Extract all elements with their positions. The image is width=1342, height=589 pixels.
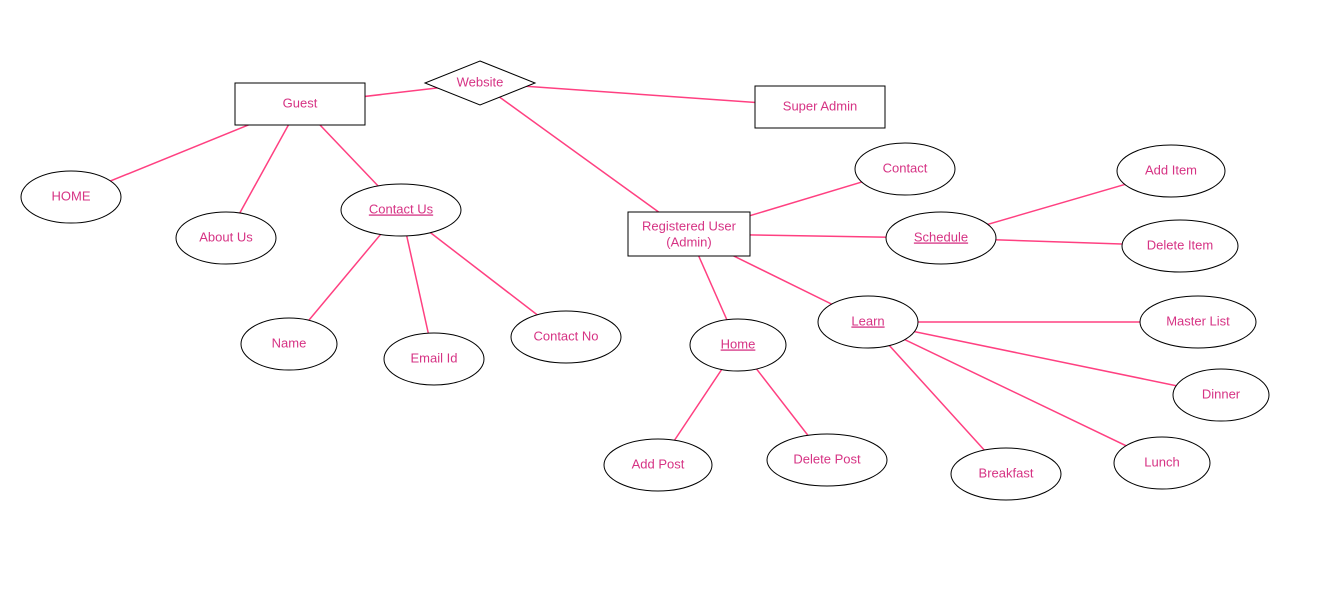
node-addpost-label: Add Post bbox=[632, 456, 685, 471]
node-contactno: Contact No bbox=[511, 311, 621, 363]
edges-layer bbox=[71, 83, 1221, 474]
node-contact: Contact bbox=[855, 143, 955, 195]
node-home2: Home bbox=[690, 319, 786, 371]
node-lunch-label: Lunch bbox=[1144, 454, 1179, 469]
node-home2-label: Home bbox=[721, 336, 756, 351]
node-guest-label: Guest bbox=[283, 95, 318, 110]
node-learn-label: Learn bbox=[851, 313, 884, 328]
node-learn: Learn bbox=[818, 296, 918, 348]
node-emailid-label: Email Id bbox=[411, 350, 458, 365]
node-lunch: Lunch bbox=[1114, 437, 1210, 489]
node-deleteitem-label: Delete Item bbox=[1147, 237, 1213, 252]
node-name: Name bbox=[241, 318, 337, 370]
node-addpost: Add Post bbox=[604, 439, 712, 491]
node-breakfast-label: Breakfast bbox=[979, 465, 1034, 480]
node-reguser-label: Registered User bbox=[642, 218, 737, 233]
node-guest: Guest bbox=[235, 83, 365, 125]
node-emailid: Email Id bbox=[384, 333, 484, 385]
node-contactus: Contact Us bbox=[341, 184, 461, 236]
node-website-label: Website bbox=[457, 74, 504, 89]
node-name-label: Name bbox=[272, 335, 307, 350]
node-additem-label: Add Item bbox=[1145, 162, 1197, 177]
nodes-layer: Guest Website Super Admin HOME About Us Conta… bbox=[21, 61, 1269, 500]
node-deletepost: Delete Post bbox=[767, 434, 887, 486]
node-superadmin-label: Super Admin bbox=[783, 98, 857, 113]
node-contact-label: Contact bbox=[883, 160, 928, 175]
node-schedule-label: Schedule bbox=[914, 229, 968, 244]
node-breakfast: Breakfast bbox=[951, 448, 1061, 500]
node-website: Website bbox=[425, 61, 535, 105]
node-contactus-label: Contact Us bbox=[369, 201, 434, 216]
node-additem: Add Item bbox=[1117, 145, 1225, 197]
node-dinner-label: Dinner bbox=[1202, 386, 1241, 401]
node-deleteitem: Delete Item bbox=[1122, 220, 1238, 272]
er-diagram-canvas: Guest Website Super Admin HOME About Us Conta… bbox=[0, 0, 1342, 589]
node-schedule: Schedule bbox=[886, 212, 996, 264]
node-dinner: Dinner bbox=[1173, 369, 1269, 421]
node-aboutus-label: About Us bbox=[199, 229, 253, 244]
node-superadmin: Super Admin bbox=[755, 86, 885, 128]
node-aboutus: About Us bbox=[176, 212, 276, 264]
node-masterlist: Master List bbox=[1140, 296, 1256, 348]
node-deletepost-label: Delete Post bbox=[793, 451, 861, 466]
edge-learn-lunch bbox=[868, 322, 1162, 463]
edge-website-reguser bbox=[480, 83, 689, 234]
node-reguser-label2: (Admin) bbox=[666, 234, 712, 249]
node-masterlist-label: Master List bbox=[1166, 313, 1230, 328]
node-home: HOME bbox=[21, 171, 121, 223]
node-home-label: HOME bbox=[52, 188, 91, 203]
node-reguser: Registered User(Admin) bbox=[628, 212, 750, 256]
node-contactno-label: Contact No bbox=[533, 328, 598, 343]
